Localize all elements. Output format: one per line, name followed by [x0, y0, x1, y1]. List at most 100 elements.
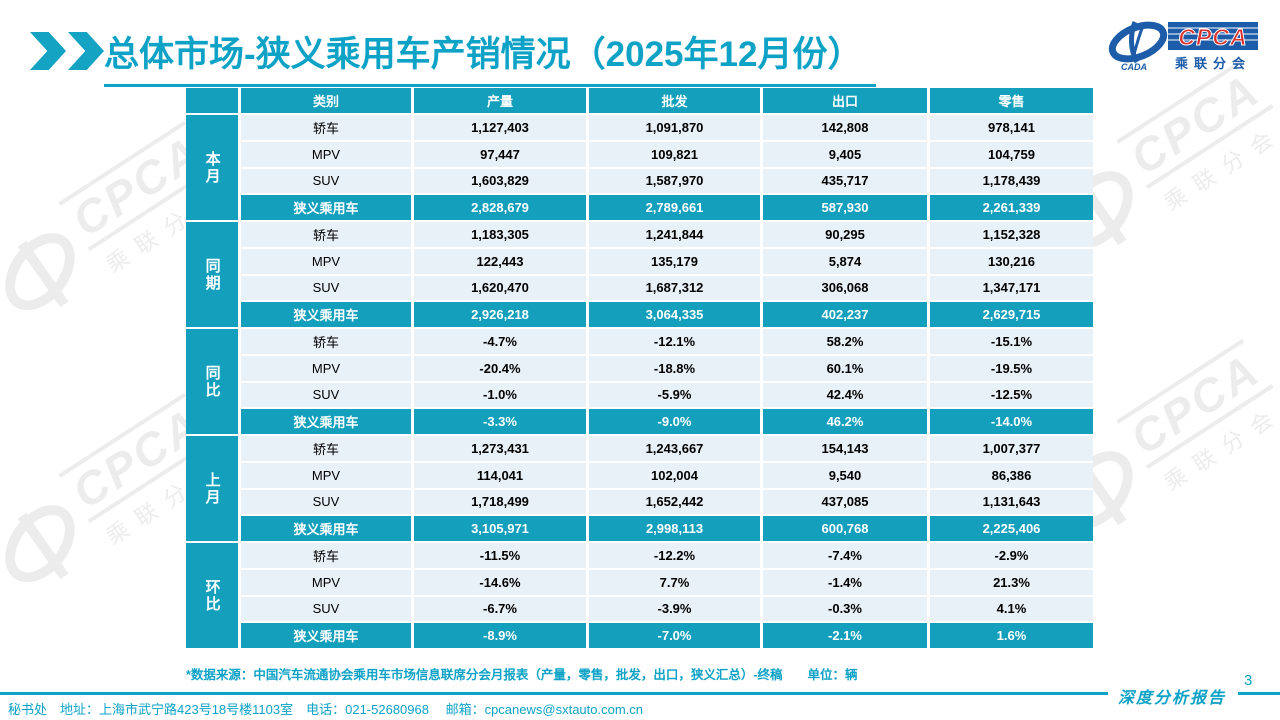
watermark-ellipse-logo-icon — [0, 219, 89, 324]
summary-cell: 狭义乘用车 — [241, 302, 411, 327]
table-cell: -5.9% — [589, 382, 760, 408]
summary-cell: -8.9% — [414, 623, 586, 648]
table-cell: -11.5% — [414, 543, 586, 568]
data-source-footnote: *数据来源：中国汽车流通协会乘用车市场信息联席分会月报表（产量，零售，批发，出口… — [186, 668, 858, 682]
table-cell: -6.7% — [414, 596, 586, 622]
table-cell: 306,068 — [763, 275, 927, 301]
table-cell: 60.1% — [763, 355, 927, 381]
title-chevrons-icon — [30, 32, 106, 70]
report-name: 深度分析报告 — [1114, 684, 1231, 708]
table-cell: 42.4% — [763, 382, 927, 408]
table-cell: -18.8% — [589, 355, 760, 381]
table-cell: -12.1% — [589, 329, 760, 354]
logo-cpca-text: CPCA — [1178, 24, 1247, 50]
table-cell: 437,085 — [763, 489, 927, 515]
summary-cell: 46.2% — [763, 409, 927, 434]
table-cell: 109,821 — [589, 141, 760, 167]
chevron-right-icon — [30, 32, 66, 70]
summary-cell: -3.3% — [414, 409, 586, 434]
column-header: 类别 — [241, 88, 411, 113]
summary-cell: -7.0% — [589, 623, 760, 648]
summary-cell: 600,768 — [763, 516, 927, 541]
summary-cell: -14.0% — [930, 409, 1093, 434]
table-cell: 轿车 — [241, 222, 411, 247]
table-cell: 5,874 — [763, 248, 927, 274]
logo-cada-text: CADA — [1121, 62, 1147, 72]
table-cell: 102,004 — [589, 462, 760, 488]
table-cell: 1,687,312 — [589, 275, 760, 301]
column-header: 产量 — [414, 88, 586, 113]
table-cell: SUV — [241, 489, 411, 515]
summary-cell: 3,105,971 — [414, 516, 586, 541]
summary-cell: 3,064,335 — [589, 302, 760, 327]
table-cell: SUV — [241, 275, 411, 301]
table-cell: -14.6% — [414, 569, 586, 595]
table-cell: -7.4% — [763, 543, 927, 568]
table-cell: 1,127,403 — [414, 115, 586, 140]
table-cell: 154,143 — [763, 436, 927, 461]
table-cell: 1,620,470 — [414, 275, 586, 301]
table-cell: MPV — [241, 355, 411, 381]
table-cell: SUV — [241, 168, 411, 194]
summary-cell: 1.6% — [930, 623, 1093, 648]
row-group-label: 环比 — [186, 543, 238, 648]
table-cell: -20.4% — [414, 355, 586, 381]
main-table: 类别 产量 批发 出口 零售 本月 轿车 1,127,403 1,091,870 142,808 9… — [186, 88, 1093, 648]
summary-cell: 2,828,679 — [414, 195, 586, 220]
table-cell: 114,041 — [414, 462, 586, 488]
table-cell: 4.1% — [930, 596, 1093, 622]
table-cell: 1,273,431 — [414, 436, 586, 461]
cpca-logo: CADA CPCA 乘联分会 — [1108, 16, 1260, 79]
table-cell: 104,759 — [930, 141, 1093, 167]
table-cell: 1,007,377 — [930, 436, 1093, 461]
summary-cell: 2,261,339 — [930, 195, 1093, 220]
table-cell: -1.0% — [414, 382, 586, 408]
table-cell: 1,243,667 — [589, 436, 760, 461]
table-cell: -12.2% — [589, 543, 760, 568]
summary-cell: -9.0% — [589, 409, 760, 434]
footer-contact-info: 秘书处 地址：上海市武宁路423号18号楼1103室 电话：021-526809… — [8, 702, 644, 717]
table-cell: MPV — [241, 569, 411, 595]
table-cell: 1,178,439 — [930, 168, 1093, 194]
table-cell: -3.9% — [589, 596, 760, 622]
footer-divider-right — [1238, 692, 1280, 695]
summary-cell: -2.1% — [763, 623, 927, 648]
column-header: 出口 — [763, 88, 927, 113]
table-cell: 轿车 — [241, 115, 411, 140]
table-cell: 轿车 — [241, 543, 411, 568]
table-cell: SUV — [241, 596, 411, 622]
table-cell: 1,183,305 — [414, 222, 586, 247]
table-cell: 1,152,328 — [930, 222, 1093, 247]
summary-cell: 狭义乘用车 — [241, 516, 411, 541]
table-cell: 130,216 — [930, 248, 1093, 274]
table-cell: 轿车 — [241, 329, 411, 354]
summary-cell: 402,237 — [763, 302, 927, 327]
row-group-label: 本月 — [186, 115, 238, 220]
table-cell: MPV — [241, 248, 411, 274]
table-cell: -12.5% — [930, 382, 1093, 408]
table-cell: MPV — [241, 141, 411, 167]
table-cell: 1,652,442 — [589, 489, 760, 515]
table-cell: 轿车 — [241, 436, 411, 461]
table-cell: 7.7% — [589, 569, 760, 595]
summary-cell: 2,789,661 — [589, 195, 760, 220]
summary-cell: 587,930 — [763, 195, 927, 220]
row-group-label: 同比 — [186, 329, 238, 434]
table-cell: 435,717 — [763, 168, 927, 194]
column-header: 零售 — [930, 88, 1093, 113]
summary-cell: 2,225,406 — [930, 516, 1093, 541]
row-group-label: 上月 — [186, 436, 238, 541]
summary-cell: 狭义乘用车 — [241, 409, 411, 434]
table-cell: 142,808 — [763, 115, 927, 140]
table-cell: 1,091,870 — [589, 115, 760, 140]
table-cell: 86,386 — [930, 462, 1093, 488]
table-cell: 1,241,844 — [589, 222, 760, 247]
page-title: 总体市场-狭义乘用车产销情况（2025年12月份） — [104, 26, 877, 87]
table-cell: 9,405 — [763, 141, 927, 167]
table-cell: 1,347,171 — [930, 275, 1093, 301]
table-cell: 97,447 — [414, 141, 586, 167]
table-cell: -15.1% — [930, 329, 1093, 354]
logo-cn-text: 乘联分会 — [1174, 56, 1251, 71]
table-cell: -19.5% — [930, 355, 1093, 381]
table-cell: 122,443 — [414, 248, 586, 274]
